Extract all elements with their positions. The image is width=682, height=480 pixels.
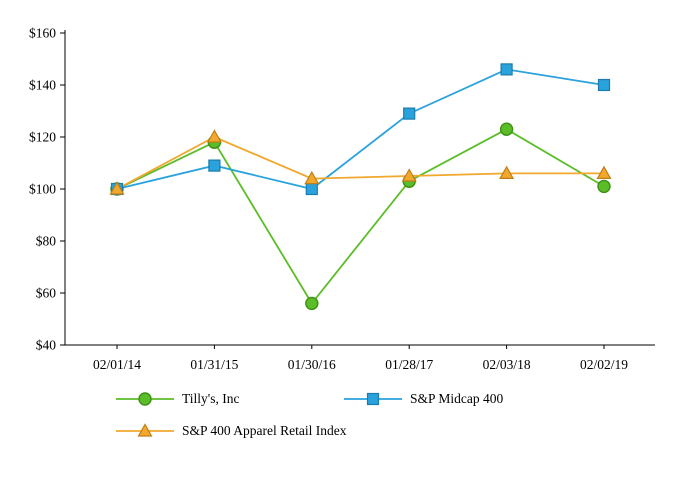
svg-text:$140: $140 (29, 78, 56, 93)
legend-item-tillys: Tilly's, Inc (116, 390, 344, 408)
svg-text:01/28/17: 01/28/17 (385, 357, 433, 372)
svg-text:02/01/14: 02/01/14 (93, 357, 141, 372)
svg-text:$120: $120 (29, 130, 56, 145)
svg-text:02/02/19: 02/02/19 (580, 357, 628, 372)
legend-circle-icon (116, 392, 174, 406)
legend-label-sp-midcap: S&P Midcap 400 (410, 391, 504, 406)
legend-item-sp-midcap: S&P Midcap 400 (344, 390, 572, 408)
svg-text:02/03/18: 02/03/18 (483, 357, 531, 372)
legend-row: S&P 400 Apparel Retail Index (116, 422, 682, 440)
legend-item-sp-apparel: S&P 400 Apparel Retail Index (116, 422, 346, 440)
svg-text:01/31/15: 01/31/15 (190, 357, 238, 372)
svg-text:$100: $100 (29, 182, 56, 197)
line-chart: $40 $60 $80 $100 $120 $140 $160 02/01/14 01/31/1… (29, 26, 655, 372)
chart-legend: Tilly's, Inc S&P Midcap 400 S&P 400 Appa… (116, 390, 682, 440)
legend-row: Tilly's, Inc S&P Midcap 400 (116, 390, 682, 408)
svg-text:$60: $60 (36, 286, 57, 301)
legend-label-tillys: Tilly's, Inc (182, 391, 240, 406)
svg-text:01/30/16: 01/30/16 (288, 357, 336, 372)
svg-text:$80: $80 (36, 234, 57, 249)
legend-label-sp-apparel: S&P 400 Apparel Retail Index (182, 423, 347, 438)
legend-square-icon (344, 392, 402, 406)
legend-triangle-icon (116, 423, 174, 437)
svg-text:$40: $40 (36, 338, 57, 353)
svg-text:$160: $160 (29, 26, 56, 41)
